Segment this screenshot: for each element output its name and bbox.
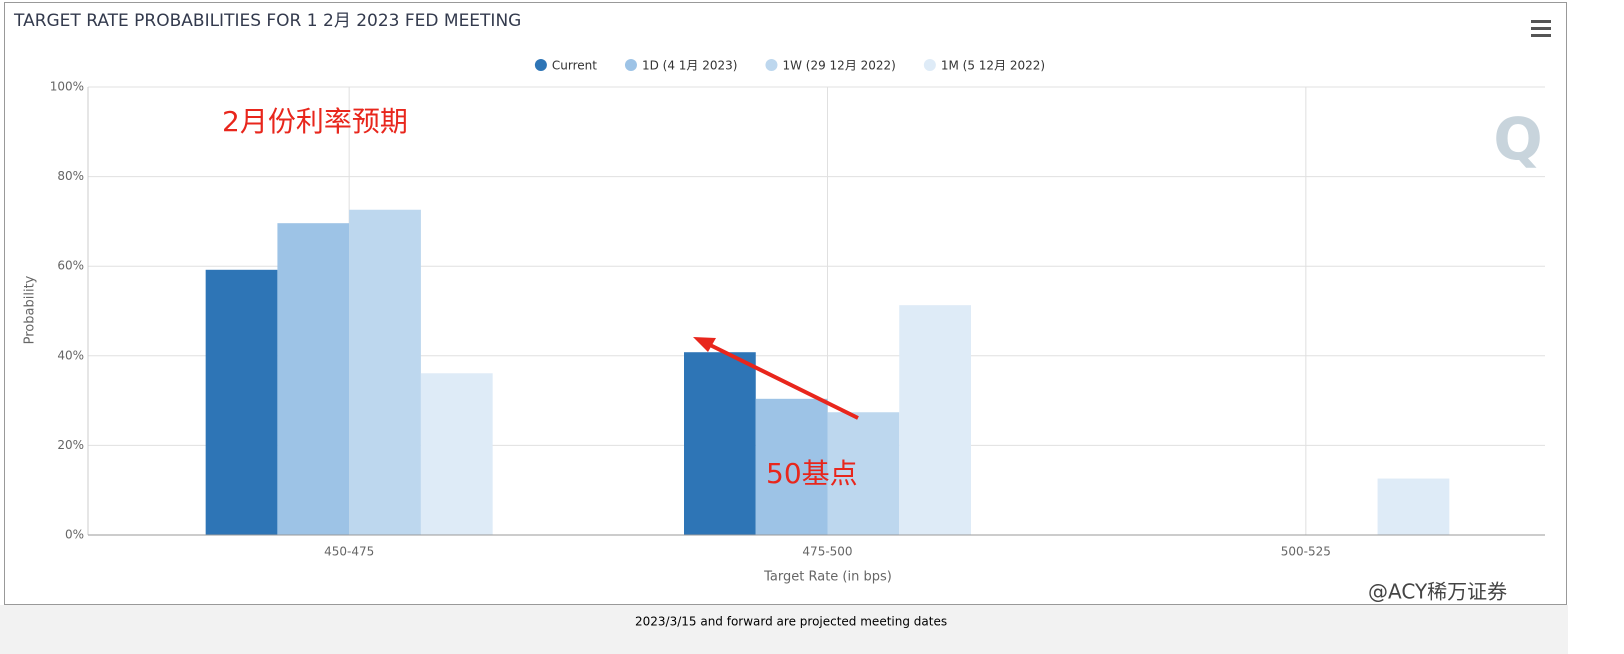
x-tick-label: 450-475 (324, 545, 374, 559)
bar (827, 412, 900, 535)
legend-marker (624, 59, 637, 71)
bar (420, 373, 493, 535)
legend-marker (534, 59, 547, 71)
x-axis-title: Target Rate (in bps) (763, 570, 892, 585)
legend-label: Current (552, 59, 597, 73)
chart-title: TARGET RATE PROBABILITIES FOR 1 2月 2023 … (13, 11, 521, 31)
y-tick-label: 40% (57, 348, 84, 362)
legend-label: 1M (5 12月 2022) (941, 59, 1045, 73)
footer-band (0, 605, 1568, 654)
annotation: 2月份利率预期 (222, 105, 408, 138)
annotation: 50基点 (766, 457, 858, 490)
watermark: @ACY稀万证券 (1368, 580, 1507, 604)
y-tick-label: 80% (57, 169, 84, 183)
menu-button[interactable] (1531, 20, 1551, 37)
legend-marker (765, 59, 778, 71)
footer-note: 2023/3/15 and forward are projected meet… (635, 615, 947, 629)
bar (277, 223, 350, 535)
legend-label: 1D (4 1月 2023) (642, 59, 738, 73)
x-tick-label: 500-525 (1281, 545, 1331, 559)
x-tick-label: 475-500 (802, 545, 852, 559)
bar (899, 305, 971, 535)
logo: Q (1493, 105, 1542, 173)
legend: Current 1D (4 1月 2023) 1W (29 12月 2022) 1M … (534, 59, 1045, 73)
y-tick-label: 60% (57, 259, 84, 273)
bar (684, 352, 756, 535)
legend-marker (923, 59, 936, 71)
y-tick-label: 0% (65, 528, 84, 542)
bar (349, 209, 421, 535)
legend-label: 1W (29 12月 2022) (782, 59, 895, 73)
bar (205, 269, 278, 535)
y-axis-title: Probability (23, 275, 38, 344)
bar (755, 398, 828, 535)
y-tick-label: 20% (57, 438, 84, 452)
y-tick-label: 100% (50, 80, 84, 94)
arrow (693, 337, 859, 420)
bar (1377, 478, 1450, 535)
frame (4, 2, 1567, 605)
